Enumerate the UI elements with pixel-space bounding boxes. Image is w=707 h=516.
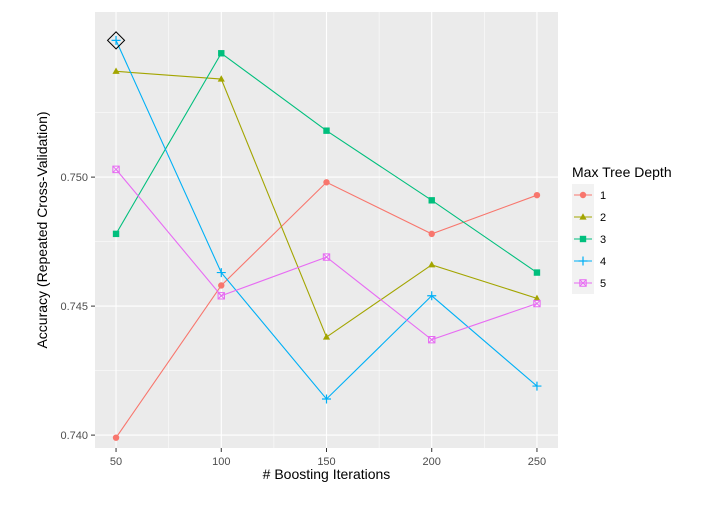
data-point-series-4	[427, 291, 437, 301]
legend-label: 5	[600, 278, 606, 290]
grid-major	[95, 12, 558, 448]
x-tick-label: 250	[528, 456, 546, 468]
data-point-series-2	[217, 75, 225, 82]
data-point-series-3	[428, 197, 435, 204]
data-point-series-2	[533, 294, 541, 301]
data-point-series-5	[533, 299, 541, 308]
data-point-series-5	[112, 165, 120, 174]
data-point-series-5	[217, 292, 225, 300]
data-point-series-3	[218, 50, 225, 57]
data-point-series-2	[112, 67, 120, 74]
best-model-diamond	[106, 31, 126, 50]
legend-key-marker-1	[579, 191, 587, 199]
y-tick-label: 0.750	[60, 172, 88, 184]
legend-label: 4	[600, 256, 606, 268]
legend-key-marker-4	[578, 256, 588, 266]
data-point-series-3	[112, 230, 120, 238]
x-tick-label: 200	[423, 456, 441, 468]
data-point-series-1	[323, 179, 330, 186]
data-point-series-1	[428, 230, 435, 238]
axis-ticks: 50 100 150 200 250 0.740 0.745 0.750	[60, 172, 546, 468]
data-point-series-3	[323, 127, 330, 134]
data-point-series-4	[532, 381, 542, 391]
data-point-series-3	[533, 269, 541, 276]
legend: Max Tree Depth 1 2 3 4 5	[572, 164, 672, 294]
data-point-series-4	[322, 394, 331, 404]
legend-label: 3	[600, 234, 606, 246]
x-tick-label: 150	[317, 456, 335, 468]
data-point-series-4	[216, 268, 226, 278]
data-point-series-2	[322, 333, 331, 340]
x-tick-label: 50	[110, 456, 122, 468]
x-tick-label: 100	[212, 456, 230, 468]
data-point-series-4	[111, 35, 121, 45]
legend-title: Max Tree Depth	[572, 164, 672, 180]
data-point-series-5	[322, 253, 331, 261]
data-point-series-2	[428, 261, 436, 268]
data-point-series-1	[218, 282, 225, 289]
y-tick-label: 0.745	[60, 301, 88, 313]
legend-key-marker-5	[579, 279, 587, 287]
legend-label: 2	[600, 212, 606, 224]
legend-key-marker-2	[579, 213, 587, 220]
data-point-series-5	[428, 335, 436, 344]
y-axis-title: Accuracy (Repeated Cross-Validation)	[34, 111, 50, 348]
legend-label: 1	[600, 190, 606, 202]
legend-key-marker-3	[579, 235, 587, 243]
x-axis-title: # Boosting Iterations	[263, 466, 391, 482]
y-tick-label: 0.740	[60, 430, 88, 442]
data-point-series-1	[112, 434, 120, 441]
data-point-series-1	[533, 191, 541, 199]
highlight-layer	[106, 31, 126, 50]
series-layer	[111, 35, 542, 441]
